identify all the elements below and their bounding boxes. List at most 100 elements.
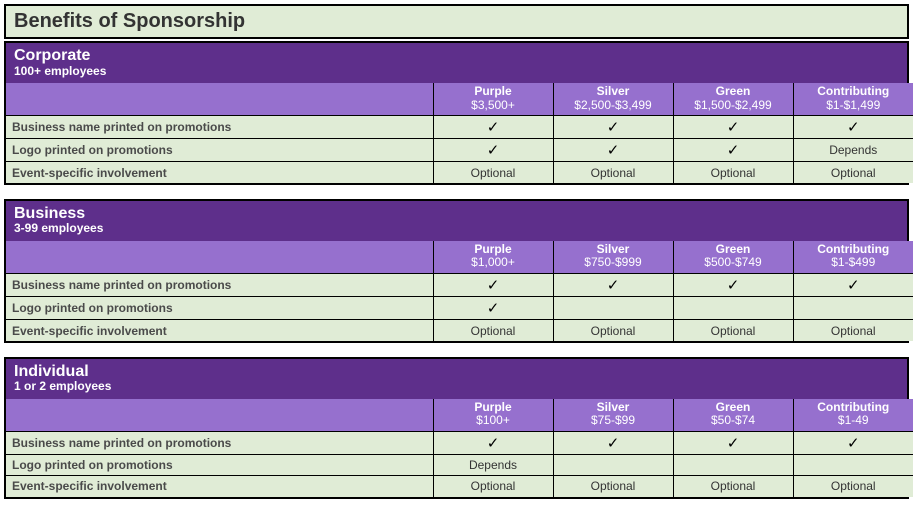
benefit-cell: ✓ [793,432,913,455]
benefit-cell: Optional [793,320,913,341]
benefit-cell: Depends [433,455,553,476]
tier-header: Green$50-$74 [673,399,793,432]
benefit-label: Event-specific involvement [6,476,433,497]
section-header: Individual1 or 2 employees [6,359,907,399]
tier-name: Contributing [798,243,910,257]
tier-price: $1-$499 [798,256,910,270]
check-icon: ✓ [727,142,740,159]
benefit-cell [793,455,913,476]
table-row: Event-specific involvementOptionalOption… [6,162,913,183]
benefit-cell [673,297,793,320]
check-icon: ✓ [847,435,860,452]
benefit-cell: ✓ [793,116,913,139]
benefit-cell: Optional [793,162,913,183]
tier-price: $1,000+ [438,256,549,270]
section-name: Business [14,205,899,223]
tier-header: Silver$750-$999 [553,241,673,274]
benefit-label: Logo printed on promotions [6,297,433,320]
benefit-cell: Optional [433,320,553,341]
benefit-cell: Optional [673,162,793,183]
tier-name: Purple [438,243,549,257]
benefit-label: Logo printed on promotions [6,455,433,476]
tier-header: Purple$100+ [433,399,553,432]
benefit-label: Business name printed on promotions [6,116,433,139]
benefit-cell [553,297,673,320]
benefit-label: Business name printed on promotions [6,274,433,297]
section-individual: Individual1 or 2 employeesPurple$100+Sil… [4,357,909,499]
tier-name: Silver [558,85,669,99]
table-row: Event-specific involvementOptionalOption… [6,320,913,341]
tier-price: $3,500+ [438,99,549,113]
benefits-table: Purple$1,000+ Silver$750-$999 Green$500-$7… [6,241,913,341]
section-header: Corporate100+ employees [6,43,907,83]
table-row: Business name printed on promotions✓✓✓✓ [6,274,913,297]
benefit-cell: Optional [553,476,673,497]
benefit-cell: Optional [433,162,553,183]
section-name: Corporate [14,47,899,65]
tier-name: Silver [558,401,669,415]
check-icon: ✓ [607,277,620,294]
section-subtitle: 1 or 2 employees [14,380,899,393]
benefit-cell: ✓ [553,274,673,297]
benefit-cell [553,455,673,476]
benefit-cell: ✓ [553,432,673,455]
tier-price: $75-$99 [558,414,669,428]
benefit-cell: ✓ [673,274,793,297]
tier-header: Purple$3,500+ [433,83,553,116]
benefit-cell: Optional [673,320,793,341]
check-icon: ✓ [487,300,500,317]
tier-header-blank [6,83,433,116]
check-icon: ✓ [847,119,860,136]
benefit-cell: Optional [673,476,793,497]
check-icon: ✓ [847,277,860,294]
benefit-cell: ✓ [673,139,793,162]
tier-name: Green [678,243,789,257]
benefit-cell: ✓ [553,139,673,162]
table-row: Logo printed on promotions ✓ ✓ ✓ Depends [6,139,913,162]
tier-price: $100+ [438,414,549,428]
tier-name: Purple [438,401,549,415]
table-row: Business name printed on promotions ✓ ✓ ✓ ✓ [6,116,913,139]
table-row: Logo printed on promotions ✓ [6,297,913,320]
page-title: Benefits of Sponsorship [4,4,909,39]
section-corporate: Corporate100+ employeesPurple$3,500+Silv… [4,41,909,185]
tier-header: Silver$2,500-$3,499 [553,83,673,116]
benefit-label: Business name printed on promotions [6,432,433,455]
check-icon: ✓ [727,119,740,136]
tier-header: Silver$75-$99 [553,399,673,432]
tier-header: Green$1,500-$2,499 [673,83,793,116]
tier-name: Silver [558,243,669,257]
benefit-cell: ✓ [433,274,553,297]
tier-price: $1-49 [798,414,910,428]
benefit-cell [793,297,913,320]
benefit-label: Event-specific involvement [6,320,433,341]
benefit-cell: Optional [553,162,673,183]
benefit-label: Event-specific involvement [6,162,433,183]
check-icon: ✓ [487,142,500,159]
section-business: Business3-99 employees Purple$1,000+ Silve… [4,199,909,343]
tier-name: Green [678,401,789,415]
tier-header-blank [6,241,433,274]
benefit-cell: ✓ [433,139,553,162]
benefit-cell: Optional [433,476,553,497]
check-icon: ✓ [607,119,620,136]
benefits-table: Purple$100+Silver$75-$99Green$50-$74Cont… [6,399,913,497]
section-subtitle: 3-99 employees [14,222,899,235]
benefit-cell: ✓ [673,432,793,455]
section-name: Individual [14,363,899,381]
check-icon: ✓ [487,119,500,136]
tier-header: Contributing$1-$1,499 [793,83,913,116]
section-subtitle: 100+ employees [14,65,899,78]
benefit-cell [673,455,793,476]
tier-name: Contributing [798,401,910,415]
tier-price: $500-$749 [678,256,789,270]
benefit-cell: Optional [553,320,673,341]
tier-price: $1,500-$2,499 [678,99,789,113]
table-row: Business name printed on promotions✓✓✓✓ [6,432,913,455]
benefit-cell: ✓ [433,116,553,139]
tier-name: Purple [438,85,549,99]
benefit-cell: Depends [793,139,913,162]
tier-header: Contributing$1-49 [793,399,913,432]
tier-header: Contributing$1-$499 [793,241,913,274]
benefit-label: Logo printed on promotions [6,139,433,162]
